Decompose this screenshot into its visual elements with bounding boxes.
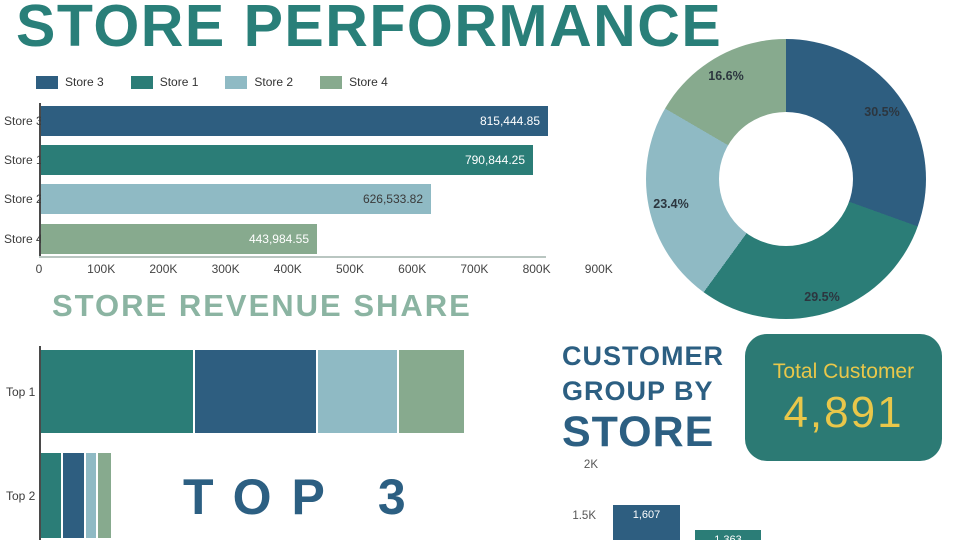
bar-store-2: 626,533.82 (41, 184, 431, 214)
bar-category-label: Store 4 (4, 232, 43, 246)
donut-percent-label: 29.5% (804, 290, 840, 304)
stacked-segment-store-1 (41, 350, 193, 433)
bar-value-label: 815,444.85 (479, 114, 540, 128)
legend-chip-store-4-icon (320, 75, 343, 89)
bar-category-label: Store 1 (4, 153, 43, 167)
stacked-segment-store-2 (86, 453, 96, 538)
x-axis-tick: 100K (87, 262, 116, 276)
top3-text: TOP 3 (183, 469, 426, 525)
legend-chip-store-2-icon (225, 75, 248, 89)
total-customer-card: Total Customer 4,891 (745, 334, 942, 461)
y-axis-tick-2k: 2K (583, 459, 598, 471)
legend-chip-store-3-icon (36, 75, 58, 89)
revenue-stacked-chart: Top 1 Top 2 (0, 336, 520, 540)
revenue-share-donut-chart (646, 39, 926, 319)
stacked-category-label: Top 1 (6, 384, 36, 399)
legend-label: Store 4 (349, 75, 388, 89)
bar-category-label: Store 3 (4, 114, 43, 128)
stacked-segment-store-4 (98, 453, 111, 538)
bar-value-label: 790,844.25 (464, 153, 525, 167)
stacked-segment-store-1 (41, 453, 61, 538)
bar-row: Store 2 626,533.82 (0, 184, 650, 214)
legend: Store 3 Store 1 Store 2 Store 4 (36, 75, 388, 89)
bar-store-3: 815,444.85 (41, 106, 548, 136)
bar-category-label: Store 2 (4, 192, 43, 206)
revenue-share-title: STORE REVENUE SHARE (52, 288, 472, 323)
x-axis-tick: 900K (584, 262, 613, 276)
y-axis-line (39, 103, 41, 258)
legend-label: Store 3 (65, 75, 104, 89)
stacked-segment-store-3 (63, 453, 84, 538)
page-title: STORE PERFORMANCE (16, 0, 723, 59)
legend-item-store-2: Store 2 (225, 75, 293, 89)
x-axis-tick: 300K (211, 262, 240, 276)
bar-row: Store 4 443,984.55 (0, 224, 650, 254)
x-axis-tick: 400K (273, 262, 302, 276)
legend-item-store-1: Store 1 (130, 75, 199, 89)
store-sales-bar-chart: Store 3 815,444.85 Store 1 790,844.25 St… (0, 96, 650, 282)
customer-group-title-line3: STORE (562, 408, 715, 456)
legend-label: Store 1 (159, 75, 199, 89)
bar-row: Store 3 815,444.85 (0, 106, 650, 136)
stacked-segment-store-2 (318, 350, 397, 433)
bar-store-1: 790,844.25 (41, 145, 533, 175)
x-axis-tick: 500K (335, 262, 365, 276)
total-customer-value: 4,891 (783, 387, 904, 437)
bar-store-4: 443,984.55 (41, 224, 317, 254)
y-axis-tick-1-5k: 1.5K (572, 510, 596, 522)
bar-row: Store 1 790,844.25 (0, 145, 650, 175)
legend-item-store-4: Store 4 (320, 75, 388, 89)
bar-value-label: 443,984.55 (248, 232, 309, 246)
x-axis-tick: 600K (398, 262, 427, 276)
bar-value-label: 626,533.82 (362, 192, 423, 206)
stacked-segment-store-3 (195, 350, 316, 433)
x-axis-tick: 200K (149, 262, 178, 276)
vbar-value-label: 1,363 (714, 534, 742, 540)
donut-percent-label: 30.5% (864, 105, 900, 119)
x-axis-tick: 0 (35, 262, 43, 276)
legend-chip-store-1-icon (130, 75, 153, 89)
customer-group-title-line1: CUSTOMER (562, 341, 725, 371)
x-axis-tick: 700K (460, 262, 489, 276)
vbar-value-label: 1,607 (632, 509, 661, 521)
legend-item-store-3: Store 3 (36, 75, 104, 89)
x-axis-line (39, 256, 546, 258)
total-customer-label: Total Customer (772, 359, 915, 383)
stacked-segment-store-4 (399, 350, 464, 433)
legend-label: Store 2 (254, 75, 294, 89)
donut-percent-label: 23.4% (653, 197, 689, 211)
donut-percent-label: 16.6% (708, 69, 744, 83)
vbar-group-2: 1,363 (695, 530, 761, 540)
x-axis-tick: 800K (522, 262, 551, 276)
donut-hole (719, 112, 853, 246)
customer-group-title-line2: GROUP BY (562, 376, 714, 406)
vbar-group-1: 1,607 (613, 505, 680, 540)
stacked-axis-line (39, 346, 41, 540)
stacked-category-label: Top 2 (6, 488, 36, 503)
